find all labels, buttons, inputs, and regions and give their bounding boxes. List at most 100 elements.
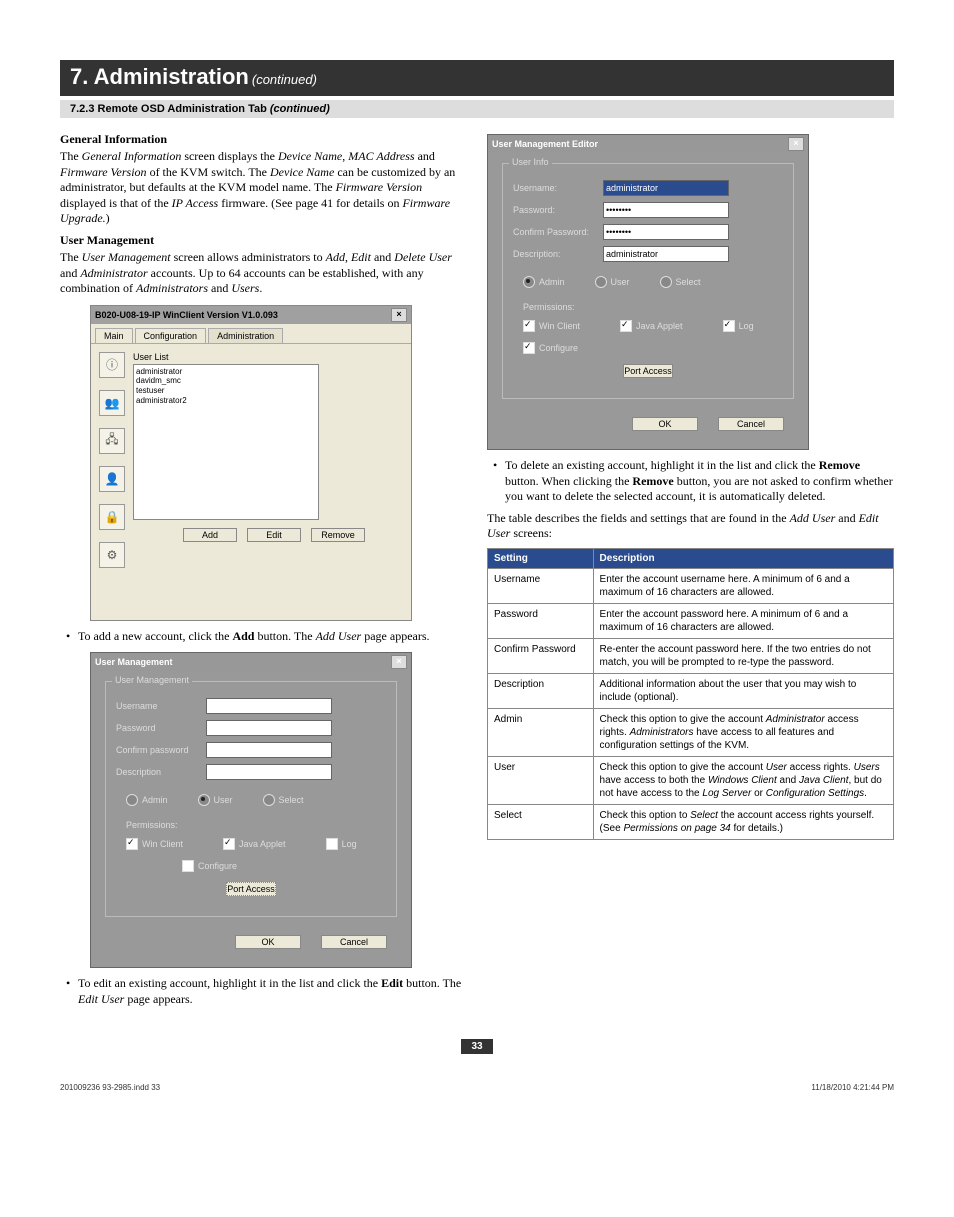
radio-select[interactable]	[263, 794, 275, 806]
cancel-button[interactable]: Cancel	[718, 417, 784, 431]
titlebar: User Management ×	[91, 653, 411, 671]
label-description: Description:	[513, 249, 603, 259]
label-confirm: Confirm Password:	[513, 227, 603, 237]
check-log[interactable]	[326, 838, 338, 850]
table-row: UserCheck this option to give the accoun…	[488, 756, 894, 804]
check-winclient[interactable]	[523, 320, 535, 332]
table-row: DescriptionAdditional information about …	[488, 673, 894, 708]
port-access-button[interactable]: Port Access	[226, 882, 276, 896]
userlist-box[interactable]: administrator davidm_smc testuser admini…	[133, 364, 319, 520]
table-row: SelectCheck this option to Select the ac…	[488, 804, 894, 839]
input-description[interactable]: administrator	[603, 246, 729, 262]
bullet-delete: To delete an existing account, highlight…	[487, 458, 894, 505]
network-icon[interactable]: 🖧	[99, 428, 125, 454]
button-row: Add Edit Remove	[183, 528, 403, 542]
table-row: PasswordEnter the account password here.…	[488, 603, 894, 638]
tab-row: Main Configuration Administration	[91, 324, 411, 344]
section-continued: (continued)	[270, 103, 330, 115]
paragraph-table-intro: The table describes the fields and setti…	[487, 511, 894, 542]
table-row: AdminCheck this option to give the accou…	[488, 708, 894, 756]
dialog-buttons: OK Cancel	[105, 927, 397, 957]
check-configure[interactable]	[182, 860, 194, 872]
dialog-buttons: OK Cancel	[502, 409, 794, 439]
window-title: B020-U08-19-IP WinClient Version V1.0.09…	[95, 310, 278, 320]
th-description: Description	[593, 548, 893, 568]
userlist-label: User List	[133, 352, 403, 362]
input-confirm[interactable]	[206, 742, 332, 758]
radio-admin[interactable]	[523, 276, 535, 288]
bullet-add: To add a new account, click the Add butt…	[60, 629, 467, 645]
window-title: User Management Editor	[492, 139, 598, 149]
left-column: General Information The General Informat…	[60, 126, 467, 1014]
screenshot-winclient: B020-U08-19-IP WinClient Version V1.0.09…	[90, 305, 412, 621]
user-add-icon[interactable]: 👤	[99, 466, 125, 492]
radio-user[interactable]	[595, 276, 607, 288]
page-footer: 201009236 93-2985.indd 33 11/18/2010 4:2…	[60, 1083, 894, 1092]
input-confirm[interactable]: ••••••••	[603, 224, 729, 240]
check-winclient[interactable]	[126, 838, 138, 850]
radio-select[interactable]	[660, 276, 672, 288]
remove-button[interactable]: Remove	[311, 528, 365, 542]
input-description[interactable]	[206, 764, 332, 780]
lock-icon[interactable]: 🔒	[99, 504, 125, 530]
close-icon[interactable]: ×	[788, 137, 804, 151]
window-body: ⓘ 👥 🖧 👤 🔒 ⚙ User List administrator davi…	[91, 344, 411, 620]
user-item[interactable]: administrator	[136, 367, 316, 377]
right-column: User Management Editor × User Info Usern…	[487, 126, 894, 1014]
settings-table: Setting Description UsernameEnter the ac…	[487, 548, 894, 840]
fieldset-legend: User Info	[509, 157, 552, 167]
page: 7. Administration (continued) 7.2.3 Remo…	[0, 0, 954, 1112]
label-description: Description	[116, 767, 206, 777]
tab-main[interactable]: Main	[95, 328, 133, 343]
radio-admin[interactable]	[126, 794, 138, 806]
content-columns: General Information The General Informat…	[60, 126, 894, 1014]
check-log[interactable]	[723, 320, 735, 332]
footer-right: 11/18/2010 4:21:44 PM	[811, 1083, 894, 1092]
input-username[interactable]	[206, 698, 332, 714]
table-row: Confirm PasswordRe-enter the account pas…	[488, 638, 894, 673]
screenshot-add-user: User Management × User Management Userna…	[90, 652, 412, 968]
label-username: Username	[116, 701, 206, 711]
cancel-button[interactable]: Cancel	[321, 935, 387, 949]
permissions-grid: Win Client Java Applet Log Configure	[513, 320, 783, 354]
user-item[interactable]: davidm_smc	[136, 376, 316, 386]
sidebar-icons: ⓘ 👥 🖧 👤 🔒 ⚙	[99, 352, 125, 612]
tab-config[interactable]: Configuration	[135, 328, 207, 343]
input-password[interactable]: ••••••••	[603, 202, 729, 218]
bullet-edit: To edit an existing account, highlight i…	[60, 976, 467, 1007]
add-button[interactable]: Add	[183, 528, 237, 542]
close-icon[interactable]: ×	[391, 655, 407, 669]
screenshot-edit-user: User Management Editor × User Info Usern…	[487, 134, 809, 450]
titlebar: User Management Editor ×	[488, 135, 808, 153]
paragraph-general-info: The General Information screen displays …	[60, 149, 467, 227]
heading-user-mgmt: User Management	[60, 233, 467, 248]
users-icon[interactable]: 👥	[99, 390, 125, 416]
section-header: 7.2.3 Remote OSD Administration Tab (con…	[60, 100, 894, 118]
check-configure[interactable]	[523, 342, 535, 354]
role-radio-row: Admin User Select	[513, 276, 783, 288]
edit-button[interactable]: Edit	[247, 528, 301, 542]
page-number: 33	[60, 1038, 894, 1053]
close-icon[interactable]: ×	[391, 308, 407, 322]
paragraph-user-mgmt: The User Management screen allows admini…	[60, 250, 467, 297]
chapter-header: 7. Administration (continued)	[60, 60, 894, 96]
user-item[interactable]: testuser	[136, 386, 316, 396]
label-username: Username:	[513, 183, 603, 193]
ok-button[interactable]: OK	[235, 935, 301, 949]
port-access-button[interactable]: Port Access	[623, 364, 673, 378]
user-item[interactable]: administrator2	[136, 396, 316, 406]
fieldset-legend: User Management	[112, 675, 192, 685]
titlebar: B020-U08-19-IP WinClient Version V1.0.09…	[91, 306, 411, 324]
check-java[interactable]	[223, 838, 235, 850]
settings-icon[interactable]: ⚙	[99, 542, 125, 568]
check-java[interactable]	[620, 320, 632, 332]
ok-button[interactable]: OK	[632, 417, 698, 431]
input-username[interactable]: administrator	[603, 180, 729, 196]
table-body: UsernameEnter the account username here.…	[488, 568, 894, 839]
radio-user[interactable]	[198, 794, 210, 806]
table-row: UsernameEnter the account username here.…	[488, 568, 894, 603]
tab-admin[interactable]: Administration	[208, 328, 283, 343]
role-radio-row: Admin User Select	[116, 794, 386, 806]
input-password[interactable]	[206, 720, 332, 736]
info-icon[interactable]: ⓘ	[99, 352, 125, 378]
